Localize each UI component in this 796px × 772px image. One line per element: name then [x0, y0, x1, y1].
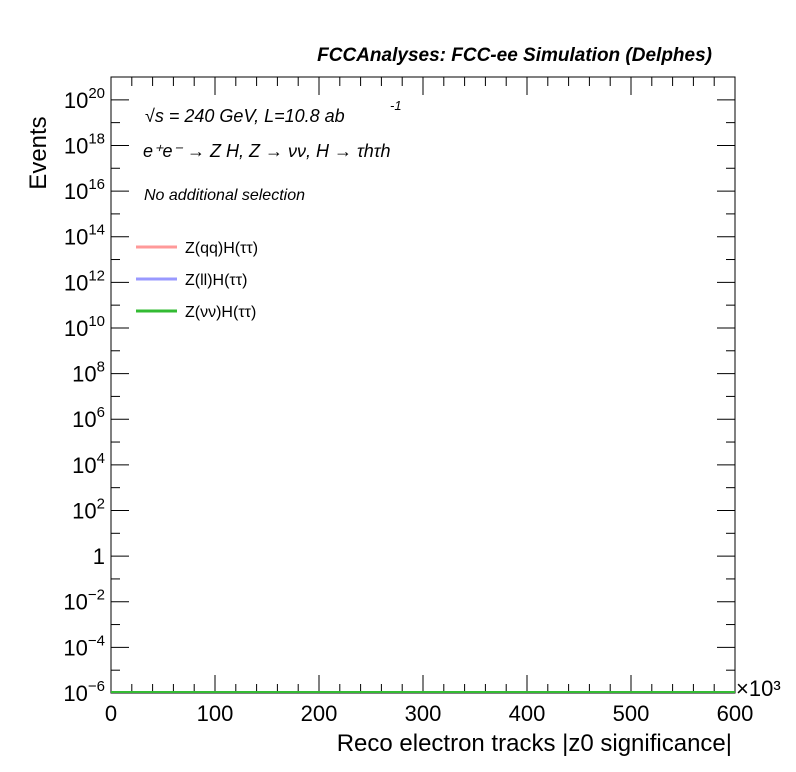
y-axis-label: Events [25, 116, 52, 189]
energy-superscript: -1 [390, 98, 402, 113]
y-tick-labels: 10−6 10−4 10−2 1 102 104 106 108 1010 1012 1014 101… [63, 85, 105, 706]
y-tick-label: 102 [72, 495, 105, 523]
energy-annotation: √s = 240 GeV, L=10.8 ab -1 [145, 98, 402, 126]
y-tick-label: 1014 [64, 222, 105, 250]
process-annotation: e⁺e⁻ → Z H, Z → νν, H → τhτh [143, 141, 391, 161]
legend-label: Z(νν)H(ττ) [185, 304, 256, 321]
x-tick-label: 100 [197, 701, 234, 726]
y-tick-label: 10−4 [63, 632, 105, 660]
y-tick-label: 1018 [64, 130, 105, 158]
y-tick-label: 10−6 [63, 678, 105, 706]
x-tick-label: 500 [613, 701, 650, 726]
y-tick-label: 1020 [64, 85, 105, 113]
x-tick-label: 0 [105, 701, 117, 726]
y-tick-label: 104 [72, 450, 105, 478]
x-tick-label: 600 [717, 701, 754, 726]
energy-line: √s = 240 GeV, L=10.8 ab [145, 106, 345, 126]
x-axis-label: Reco electron tracks |z0 significance| [337, 730, 732, 757]
y-tick-label: 1010 [64, 313, 105, 341]
y-tick-label: 1016 [64, 176, 105, 204]
x-multiplier-label: ×10³ [736, 676, 781, 701]
plot-frame [110, 76, 736, 694]
y-tick-label: 106 [72, 404, 105, 432]
y-tick-label: 108 [72, 359, 105, 387]
x-tick-label: 300 [405, 701, 442, 726]
legend-label: Z(ll)H(ττ) [185, 272, 247, 289]
legend-label: Z(qq)H(ττ) [185, 240, 258, 257]
y-tick-label: 1 [93, 544, 105, 569]
x-tick-label: 200 [301, 701, 338, 726]
y-tick-label: 1012 [64, 267, 105, 295]
legend: Z(qq)H(ττ) Z(ll)H(ττ) Z(νν)H(ττ) [136, 240, 258, 321]
x-tick-label: 400 [509, 701, 546, 726]
selection-annotation: No additional selection [144, 187, 305, 204]
y-tick-label: 10−2 [63, 587, 105, 615]
x-tick-labels: 0 100 200 300 400 500 600 [105, 701, 753, 726]
plot-title: FCCAnalyses: FCC-ee Simulation (Delphes) [317, 45, 712, 66]
axis-ticks [110, 76, 736, 694]
